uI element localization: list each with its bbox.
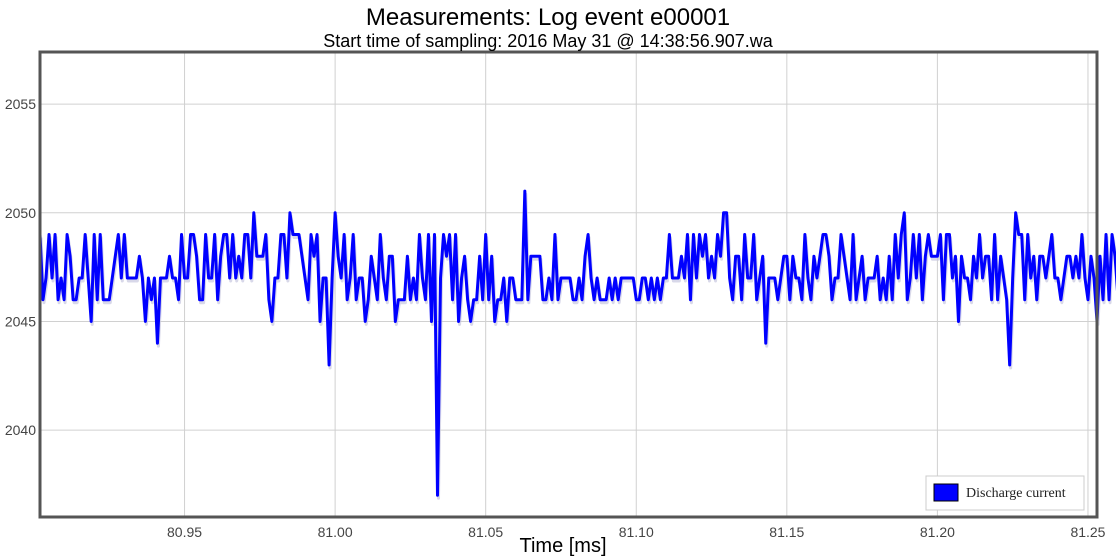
x-tick-label: 81.20 <box>920 524 955 540</box>
x-tick-label: 81.10 <box>619 524 654 540</box>
chart-subtitle: Start time of sampling: 2016 May 31 @ 14… <box>323 31 773 51</box>
x-tick-label: 81.05 <box>468 524 503 540</box>
y-tick-label: 2045 <box>5 313 36 329</box>
plot-frame <box>38 50 1099 519</box>
series-line-shadow <box>39 192 1116 500</box>
y-tick-label: 2040 <box>5 422 36 438</box>
x-axis: 80.95 81.00 81.05 81.10 81.15 81.20 81.25 <box>167 524 1106 540</box>
series-line <box>38 189 1116 497</box>
x-axis-label: Time [ms] <box>519 535 606 557</box>
legend-label: Discharge current <box>966 486 1066 501</box>
y-tick-label: 2055 <box>5 96 36 112</box>
legend-swatch <box>933 483 959 502</box>
x-tick-label: 81.25 <box>1070 524 1105 540</box>
x-tick-label: 80.95 <box>167 524 202 540</box>
grid <box>40 52 1097 517</box>
x-tick-label: 81.15 <box>769 524 804 540</box>
x-tick-label: 81.00 <box>318 524 353 540</box>
chart-title: Measurements: Log event e00001 <box>365 4 731 31</box>
y-axis: 2040 2045 2050 2055 <box>5 96 36 438</box>
series-group <box>38 189 1116 500</box>
y-tick-label: 2050 <box>5 205 36 221</box>
legend: Discharge current <box>925 475 1085 511</box>
